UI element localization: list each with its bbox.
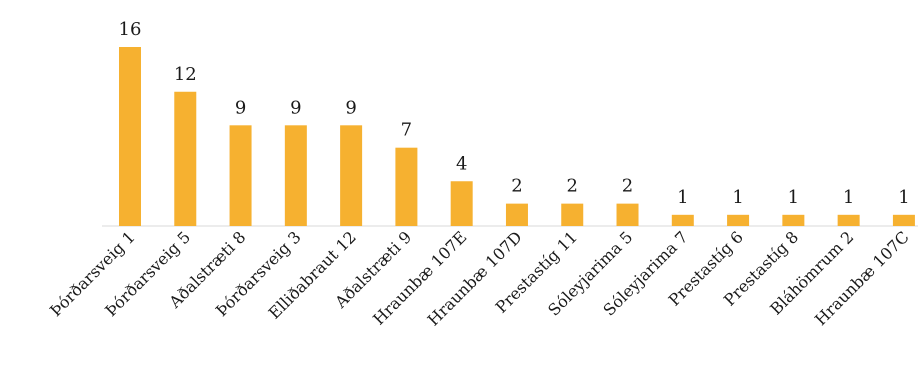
bar: [727, 214, 750, 226]
bar: [284, 125, 307, 226]
bar: [561, 203, 584, 227]
x-tick-label: Hraunbæ 107D: [424, 227, 526, 329]
data-label: 16: [119, 19, 142, 40]
data-label: 2: [511, 176, 522, 197]
bar: [340, 125, 363, 226]
bar: [119, 47, 141, 226]
bar: [174, 91, 197, 226]
bars-group: [119, 47, 915, 227]
bar: [782, 214, 805, 226]
bar: [505, 203, 528, 227]
data-label: 9: [235, 97, 246, 118]
bar: [229, 125, 252, 226]
bar: [837, 214, 860, 226]
bar: [616, 203, 639, 227]
data-label: 1: [788, 187, 799, 208]
data-label: 12: [174, 64, 197, 85]
bar: [671, 214, 694, 226]
bar: [450, 181, 473, 226]
data-label: 7: [401, 120, 412, 141]
bar: [892, 214, 915, 226]
x-tick-label: Hraunbæ 107E: [369, 227, 470, 328]
data-label: 1: [732, 187, 743, 208]
data-label: 2: [622, 176, 633, 197]
data-label: 9: [290, 97, 301, 118]
bar: [395, 147, 418, 226]
data-label: 4: [456, 153, 467, 174]
data-labels-group: 16 12 9 9 9 7 4 2 2 2 1 1 1 1 1: [119, 19, 910, 208]
data-label: 2: [567, 176, 578, 197]
data-label: 9: [345, 97, 356, 118]
data-label: 1: [898, 187, 909, 208]
data-label: 1: [677, 187, 688, 208]
x-tick-label: Hraunbæ 107C: [811, 227, 913, 329]
data-label: 1: [843, 187, 854, 208]
